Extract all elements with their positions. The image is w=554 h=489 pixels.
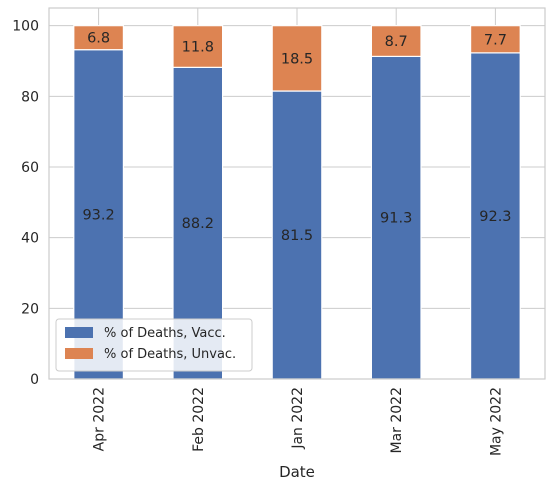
- x-tick-label: Feb 2022: [191, 387, 207, 452]
- y-tick-label: 40: [21, 231, 39, 247]
- legend-box: [55, 318, 253, 372]
- legend-label: % of Deaths, Unvac.: [104, 347, 236, 362]
- bar-segment: [271, 25, 323, 92]
- x-tick-label: Jan 2022: [290, 387, 306, 450]
- legend-swatch: [65, 327, 93, 338]
- bar-segment: [470, 52, 521, 380]
- x-tick-labels: Apr 2022 Feb 2022 Jan 2022 Mar 2022 May 2022: [92, 387, 505, 456]
- data-label: 93.2: [82, 207, 114, 223]
- x-tick-label: Apr 2022: [92, 387, 108, 451]
- legend-label: % of Deaths, Vacc.: [104, 326, 226, 341]
- y-tick-label: 100: [12, 19, 39, 35]
- data-label: 6.8: [87, 31, 110, 47]
- x-axis-label: Date: [279, 463, 315, 481]
- legend-swatch: [65, 348, 93, 359]
- bar-segment: [470, 25, 521, 54]
- bar-segment: [271, 90, 323, 380]
- y-tick-label: 60: [21, 160, 39, 176]
- data-label: 7.7: [484, 32, 507, 48]
- bar-segment: [172, 25, 224, 68]
- data-label: 18.5: [281, 51, 313, 67]
- data-label: 88.2: [182, 216, 214, 232]
- y-tick-label: 20: [21, 301, 39, 317]
- y-tick-label: 80: [21, 89, 39, 105]
- data-label: 8.7: [385, 34, 408, 50]
- bar-segment: [73, 25, 125, 51]
- data-label: 11.8: [182, 40, 214, 56]
- y-tick-label: 0: [30, 372, 39, 388]
- x-tick-label: Mar 2022: [389, 387, 405, 454]
- data-labels: 93.2 6.8 88.2 11.8 81.5 18.5 91.3 8.7 92.3 7.7: [82, 31, 511, 244]
- x-tick-label: May 2022: [488, 387, 504, 456]
- legend: % of Deaths, Vacc. % of Deaths, Unvac.: [55, 318, 253, 372]
- data-label: 81.5: [281, 228, 313, 244]
- data-label: 91.3: [380, 211, 412, 227]
- bar-segment: [370, 25, 422, 58]
- data-label: 92.3: [479, 209, 511, 225]
- y-tick-labels: 0 20 40 60 80 100: [12, 19, 39, 388]
- plot-frame: [48, 7, 546, 380]
